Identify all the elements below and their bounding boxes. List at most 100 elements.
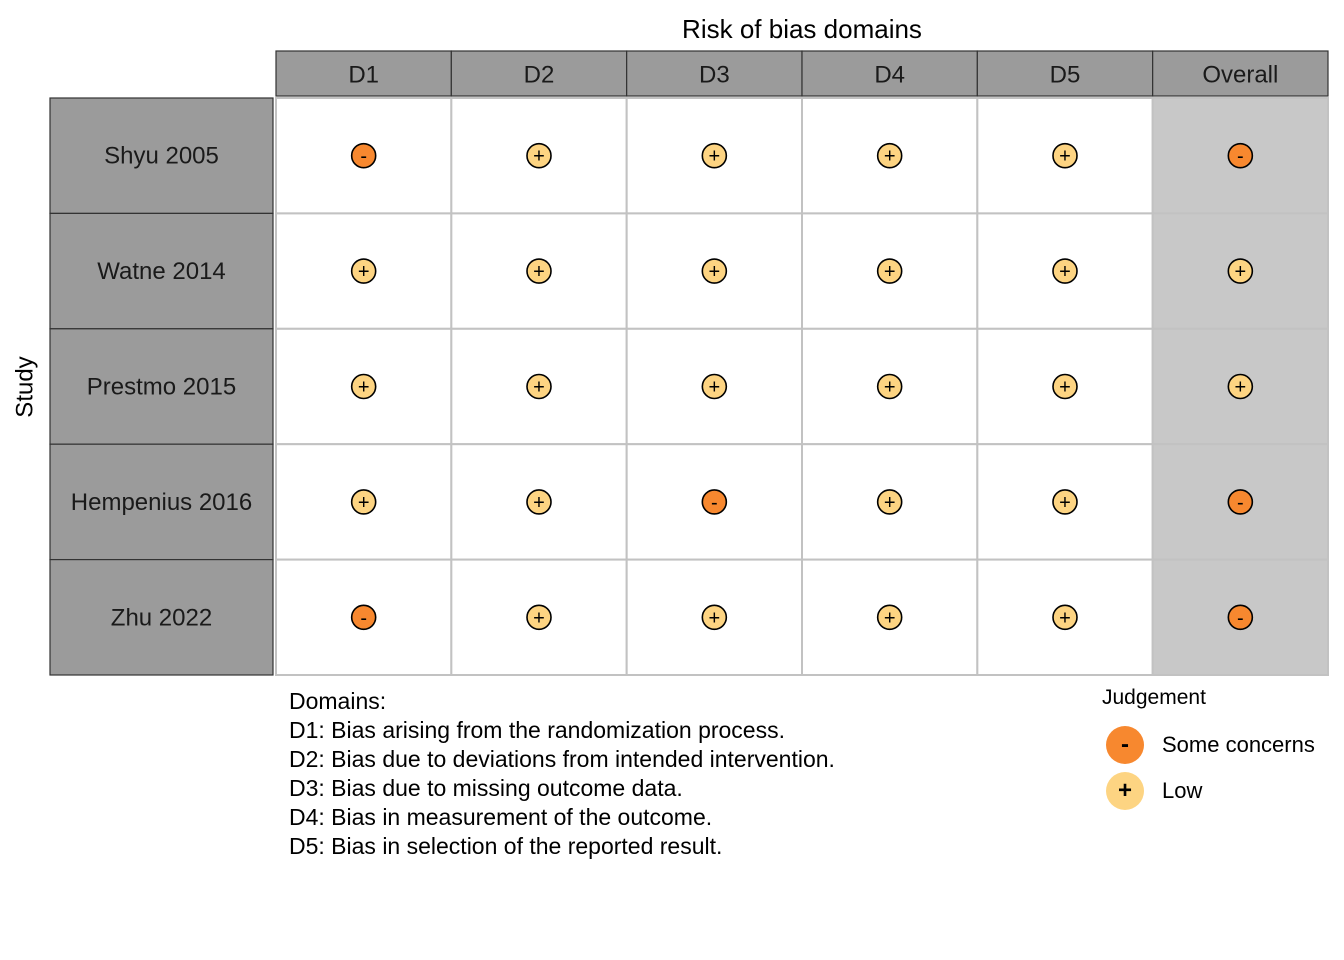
judgement-symbol-watne-2014-d3: + xyxy=(708,261,720,283)
judgement-dot-shyu-2005-d5 xyxy=(1052,142,1078,169)
judgement-dot-hempenius-2016-d3 xyxy=(701,489,728,515)
judgement-symbol-zhu-2022-d2: + xyxy=(533,607,545,629)
study-label-prestmo-2015: Prestmo 2015 xyxy=(87,374,236,401)
judgement-dot-shyu-2005-d2 xyxy=(526,142,552,169)
legend-item-some-concerns: - Some concerns xyxy=(1100,722,1340,768)
legend-label-low: Low xyxy=(1162,778,1203,803)
judgement-dot-watne-2014-overall xyxy=(1227,258,1254,284)
judgement-symbol-prestmo-2015-d5: + xyxy=(1059,377,1071,399)
judgement-dot-shyu-2005-overall xyxy=(1227,142,1254,169)
judgement-dot-watne-2014-d5 xyxy=(1052,258,1078,284)
judgement-symbol-shyu-2005-overall: - xyxy=(1237,146,1244,168)
judgement-dot-watne-2014-d2 xyxy=(526,258,552,284)
judgement-symbol-prestmo-2015-overall: + xyxy=(1234,377,1246,399)
judgement-symbol-zhu-2022-overall: - xyxy=(1237,607,1244,629)
column-header-d1-box xyxy=(275,50,452,97)
legend-some-concerns-icon: - xyxy=(1106,726,1144,764)
judgement-symbol-prestmo-2015-d2: + xyxy=(533,377,545,399)
judgement-symbol-prestmo-2015-d4: + xyxy=(884,377,896,399)
domain-description-d2: D2: Bias due to deviations from intended… xyxy=(289,746,835,772)
judgement-symbol-zhu-2022-d5: + xyxy=(1059,607,1071,629)
judgement-dot-shyu-2005-d3 xyxy=(701,142,728,169)
study-label-shyu-2005: Shyu 2005 xyxy=(104,143,219,170)
y-axis-title-wrapper: Study xyxy=(4,280,48,494)
column-header-overall: Overall xyxy=(1202,62,1278,89)
judgement-dot-watne-2014-d1 xyxy=(350,258,377,284)
judgement-symbol-watne-2014-d4: + xyxy=(884,261,896,283)
judgement-symbol-watne-2014-d2: + xyxy=(533,261,545,283)
column-header-d5: D5 xyxy=(1050,62,1081,89)
judgement-dot-shyu-2005-d4 xyxy=(876,142,903,169)
study-label-box-zhu-2022 xyxy=(49,558,274,676)
domain-description-d3: D3: Bias due to missing outcome data. xyxy=(289,775,683,801)
judgement-symbol-watne-2014-d1: + xyxy=(358,261,370,283)
judgement-dot-hempenius-2016-d2 xyxy=(526,489,552,515)
study-label-zhu-2022: Zhu 2022 xyxy=(111,604,212,631)
domain-descriptions: Domains: D1: Bias arising from the rando… xyxy=(289,687,835,861)
judgement-dot-hempenius-2016-d4 xyxy=(876,489,903,515)
judgement-dot-zhu-2022-d1 xyxy=(350,604,377,631)
judgement-symbol-zhu-2022-d3: + xyxy=(708,607,720,629)
judgement-symbol-prestmo-2015-d1: + xyxy=(358,377,370,399)
judgement-dot-shyu-2005-d1 xyxy=(350,142,377,169)
judgement-symbol-watne-2014-overall: + xyxy=(1234,261,1246,283)
judgement-symbol-hempenius-2016-d3: - xyxy=(711,492,718,514)
judgement-symbol-shyu-2005-d2: + xyxy=(533,146,545,168)
judgement-dot-prestmo-2015-d5 xyxy=(1052,373,1078,400)
judgement-symbol-shyu-2005-d1: - xyxy=(360,146,367,168)
judgement-dot-zhu-2022-overall xyxy=(1227,604,1254,631)
judgement-symbol-hempenius-2016-d1: + xyxy=(358,492,370,514)
judgement-dot-hempenius-2016-overall xyxy=(1227,489,1254,515)
study-label-box-hempenius-2016 xyxy=(49,443,274,561)
judgement-symbol-hempenius-2016-d5: + xyxy=(1059,492,1071,514)
judgement-dot-hempenius-2016-d1 xyxy=(350,489,377,515)
legend-item-low: + Low xyxy=(1100,768,1340,814)
judgement-dot-zhu-2022-d3 xyxy=(701,604,728,631)
study-label-hempenius-2016: Hempenius 2016 xyxy=(71,489,252,516)
judgement-dot-prestmo-2015-d4 xyxy=(876,373,903,400)
legend-title: Judgement xyxy=(1102,686,1206,709)
judgement-symbol-hempenius-2016-d2: + xyxy=(533,492,545,514)
legend-label-some-concerns: Some concerns xyxy=(1162,732,1315,757)
judgement-symbol-prestmo-2015-d3: + xyxy=(708,377,720,399)
judgement-symbol-watne-2014-d5: + xyxy=(1059,261,1071,283)
judgement-dot-prestmo-2015-d2 xyxy=(526,373,552,400)
domains-heading: Domains: xyxy=(289,688,387,714)
column-header-d5-box xyxy=(976,50,1154,97)
study-label-box-watne-2014 xyxy=(49,212,274,330)
study-label-box-prestmo-2015 xyxy=(49,328,274,445)
study-label-box-shyu-2005 xyxy=(49,97,274,215)
judgement-dot-prestmo-2015-d1 xyxy=(350,373,377,400)
judgement-dot-watne-2014-d4 xyxy=(876,258,903,284)
judgement-symbol-shyu-2005-d3: + xyxy=(708,146,720,168)
column-header-overall-box xyxy=(1152,50,1329,97)
y-axis-title: Study xyxy=(12,356,39,418)
cell-prestmo-2015-overall xyxy=(1151,327,1329,446)
judgement-dot-prestmo-2015-d3 xyxy=(701,373,728,400)
study-label-watne-2014: Watne 2014 xyxy=(97,258,226,285)
judgement-dot-zhu-2022-d5 xyxy=(1052,604,1078,631)
cell-zhu-2022-d1 xyxy=(275,558,453,676)
column-header-d4-box xyxy=(801,50,978,97)
judgement-dot-zhu-2022-d4 xyxy=(876,604,903,631)
column-header-d4: D4 xyxy=(874,62,905,89)
judgement-symbol-hempenius-2016-overall: - xyxy=(1237,492,1244,514)
column-header-d3: D3 xyxy=(699,62,730,89)
judgement-symbol-shyu-2005-d5: + xyxy=(1059,146,1071,168)
judgement-symbol-zhu-2022-d1: - xyxy=(360,607,367,629)
column-header-d2-box xyxy=(450,50,628,97)
column-header-d1: D1 xyxy=(348,62,379,89)
judgement-symbol-shyu-2005-d4: + xyxy=(884,146,896,168)
judgement-dot-prestmo-2015-overall xyxy=(1227,373,1254,400)
domain-description-d1: D1: Bias arising from the randomization … xyxy=(289,717,785,743)
judgement-symbol-hempenius-2016-d4: + xyxy=(884,492,896,514)
judgement-symbol-zhu-2022-d4: + xyxy=(884,607,896,629)
chart-title: Risk of bias domains xyxy=(682,14,922,44)
domain-description-d5: D5: Bias in selection of the reported re… xyxy=(289,833,723,859)
legend: Judgement - Some concerns + Low xyxy=(1100,686,1340,814)
domain-description-d4: D4: Bias in measurement of the outcome. xyxy=(289,804,713,830)
legend-low-icon: + xyxy=(1106,772,1144,810)
column-header-d2: D2 xyxy=(524,62,555,89)
judgement-dot-zhu-2022-d2 xyxy=(526,604,552,631)
